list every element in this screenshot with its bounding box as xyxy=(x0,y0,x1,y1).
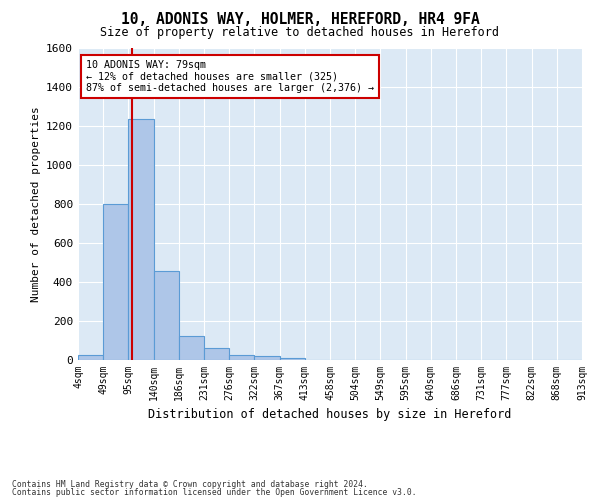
Bar xyxy=(128,119,154,360)
Text: Contains HM Land Registry data © Crown copyright and database right 2024.: Contains HM Land Registry data © Crown c… xyxy=(12,480,368,489)
Bar xyxy=(254,356,280,360)
Text: Contains public sector information licensed under the Open Government Licence v3: Contains public sector information licen… xyxy=(12,488,416,497)
Bar xyxy=(280,358,305,360)
Text: 10, ADONIS WAY, HOLMER, HEREFORD, HR4 9FA: 10, ADONIS WAY, HOLMER, HEREFORD, HR4 9F… xyxy=(121,12,479,26)
X-axis label: Distribution of detached houses by size in Hereford: Distribution of detached houses by size … xyxy=(148,408,512,422)
Y-axis label: Number of detached properties: Number of detached properties xyxy=(31,106,41,302)
Bar xyxy=(78,355,103,360)
Bar xyxy=(229,354,254,360)
Bar xyxy=(204,348,229,360)
Bar xyxy=(103,204,128,360)
Text: 10 ADONIS WAY: 79sqm
← 12% of detached houses are smaller (325)
87% of semi-deta: 10 ADONIS WAY: 79sqm ← 12% of detached h… xyxy=(86,60,374,93)
Bar xyxy=(179,336,204,360)
Text: Size of property relative to detached houses in Hereford: Size of property relative to detached ho… xyxy=(101,26,499,39)
Bar xyxy=(154,271,179,360)
